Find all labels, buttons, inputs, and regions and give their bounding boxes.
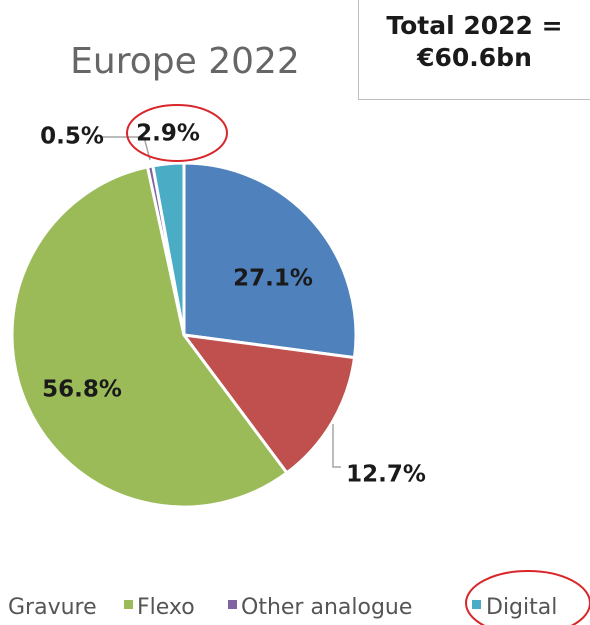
data-label-digital: 2.9% [136, 121, 200, 147]
legend-label-digital: Digital [486, 595, 557, 620]
legend-marker-other-analogue [228, 600, 237, 609]
legend-label-flexo: Flexo [137, 595, 195, 620]
legend-label-other-analogue: Other analogue [241, 595, 412, 620]
pie-slice-slice-1 [180, 333, 357, 475]
data-labels: 27.1% 12.7% 56.8% 0.5% 2.9% [40, 121, 426, 488]
data-label-other-analogue: 0.5% [40, 124, 104, 150]
highlight-circles [126, 104, 590, 625]
legend-marker-digital [472, 600, 481, 609]
pie-slice-gravure [182, 161, 358, 360]
leader-line-other-analogue [101, 136, 151, 161]
chart-title: Europe 2022 [70, 41, 300, 82]
legend-label-gravure: Gravure [8, 595, 97, 620]
legend-marker-flexo [124, 600, 133, 609]
total-annotation-line2: €60.6bn [417, 43, 532, 72]
pie-slice-digital [151, 161, 186, 336]
pie-slices [10, 161, 358, 509]
total-annotation-line1: Total 2022 = [386, 11, 563, 40]
data-label-gravure: 27.1% [233, 266, 313, 292]
leader-lines [101, 136, 341, 468]
leader-line-slice-1 [332, 424, 341, 468]
highlight-circle-digital-share [126, 104, 228, 162]
legend: Gravure Flexo Other analogue Digital [8, 595, 557, 620]
data-label-flexo: 56.8% [42, 377, 122, 403]
data-label-slice-1: 12.7% [346, 462, 426, 488]
pie-slice-flexo [10, 165, 289, 509]
highlight-circle-digital-legend [465, 570, 590, 625]
total-annotation-box: Total 2022 = €60.6bn [358, 0, 590, 100]
